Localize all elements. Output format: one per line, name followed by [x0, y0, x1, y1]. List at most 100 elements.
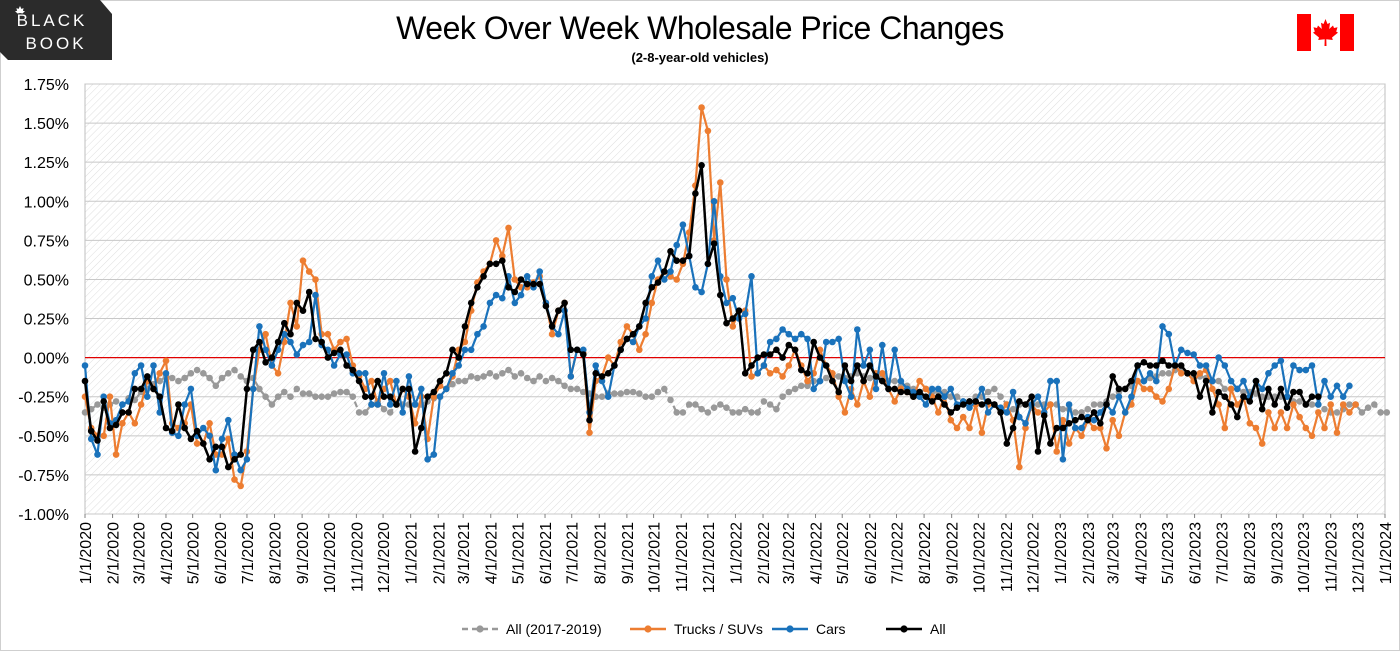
data-point [168, 374, 176, 382]
data-point [1315, 401, 1322, 408]
data-point [548, 374, 556, 382]
data-point [467, 373, 475, 380]
data-point [486, 370, 494, 377]
data-point [1009, 405, 1017, 413]
data-point [580, 388, 587, 396]
data-point [81, 377, 89, 385]
data-point [804, 335, 811, 343]
data-point [710, 198, 718, 205]
data-point [1065, 420, 1073, 427]
data-point [212, 466, 220, 474]
data-point [1234, 401, 1241, 408]
data-point [685, 401, 693, 408]
data-point [281, 388, 288, 396]
data-point [598, 373, 606, 380]
data-point [225, 370, 232, 377]
data-point [785, 341, 793, 349]
data-point [461, 377, 469, 385]
legend-label: Trucks / SUVs [674, 621, 763, 637]
data-point [492, 260, 500, 268]
data-point [374, 377, 382, 385]
data-point [1109, 416, 1116, 424]
y-axis: -1.00% -0.75% -0.50% -0.25% 0.00% 0.25% 0.50% 0… [18, 77, 69, 524]
data-point [673, 409, 680, 416]
data-point [910, 393, 917, 401]
data-point [536, 268, 543, 275]
data-point [355, 370, 363, 377]
data-point [455, 354, 463, 361]
data-point [1047, 377, 1054, 385]
x-tick-label: 3/1/2022 [781, 522, 798, 584]
data-point [779, 373, 786, 380]
data-point [1065, 401, 1073, 408]
data-point [1084, 405, 1092, 413]
data-point [206, 456, 213, 463]
data-point [200, 424, 207, 432]
data-point [636, 346, 643, 354]
data-point [922, 393, 930, 401]
data-point [1383, 409, 1391, 416]
data-point [480, 373, 487, 380]
data-point [798, 366, 805, 374]
data-point [648, 299, 656, 307]
data-point [741, 370, 749, 377]
data-point [555, 377, 562, 385]
legend-marker [476, 625, 484, 633]
data-point [312, 335, 319, 343]
data-point [1140, 385, 1148, 393]
data-point [623, 388, 631, 396]
data-point [673, 241, 680, 249]
legend: All (2017-2019) Trucks / SUVs Cars All [462, 621, 946, 637]
data-point [523, 280, 531, 288]
data-point [1016, 413, 1023, 421]
data-point [692, 401, 699, 408]
data-point [349, 366, 357, 374]
data-point [953, 404, 961, 412]
data-point [1290, 362, 1297, 369]
data-point [268, 362, 276, 369]
data-point [1072, 424, 1079, 432]
data-point [94, 451, 101, 458]
data-point [281, 319, 288, 327]
x-tick-label: 6/1/2021 [538, 522, 555, 584]
x-tick-label: 1/1/2020 [78, 522, 95, 584]
data-point [1358, 409, 1366, 416]
data-point [486, 260, 494, 268]
data-point [673, 257, 680, 265]
x-axis: 1/1/2020 2/1/2020 3/1/2020 4/1/2020 5/1/2020… [78, 514, 1395, 593]
data-point [430, 393, 438, 401]
data-point [119, 401, 126, 408]
data-point [854, 362, 861, 369]
data-point [137, 401, 145, 408]
x-tick-label: 4/1/2021 [484, 522, 501, 584]
data-point [362, 409, 369, 416]
data-point [741, 310, 749, 318]
data-point [891, 346, 898, 354]
data-point [355, 409, 363, 416]
data-point [754, 354, 761, 361]
data-point [748, 373, 755, 380]
data-point [567, 385, 575, 393]
data-point [673, 276, 680, 283]
data-point [760, 351, 768, 358]
data-point [704, 409, 712, 416]
x-tick-label: 3/1/2020 [131, 522, 148, 584]
data-point [1339, 393, 1347, 401]
data-point [785, 362, 793, 369]
x-tick-label: 4/1/2020 [159, 522, 176, 584]
data-point [330, 390, 338, 397]
data-point [947, 409, 955, 416]
data-point [1346, 382, 1353, 390]
data-point [94, 401, 101, 408]
data-point [1258, 405, 1266, 413]
data-point [866, 346, 874, 354]
legend-marker [644, 625, 652, 633]
data-point [829, 377, 836, 385]
data-point [324, 330, 332, 338]
x-tick-label: 2/1/2023 [1081, 522, 1098, 584]
data-point [1296, 413, 1303, 421]
data-point [835, 388, 842, 396]
data-point [249, 346, 257, 354]
x-tick-label: 3/1/2021 [456, 522, 473, 584]
data-point [225, 416, 232, 424]
